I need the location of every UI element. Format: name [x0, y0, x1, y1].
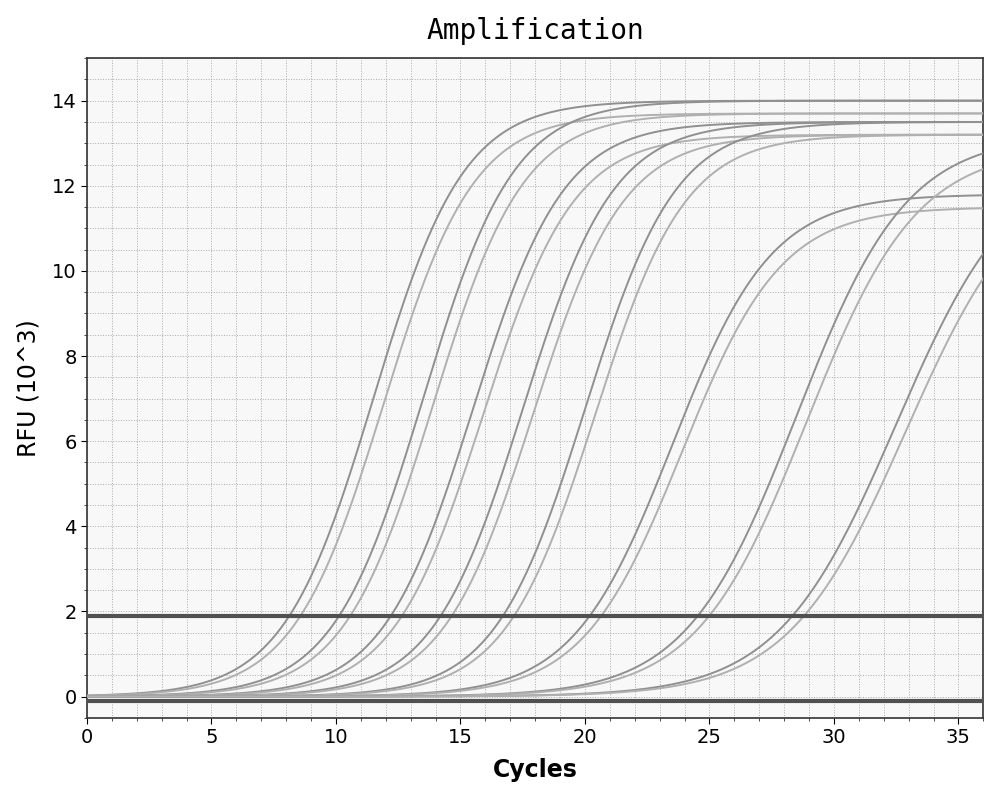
X-axis label: Cycles: Cycles: [493, 758, 578, 782]
Title: Amplification: Amplification: [426, 17, 644, 45]
Y-axis label: RFU (10^3): RFU (10^3): [17, 319, 41, 457]
